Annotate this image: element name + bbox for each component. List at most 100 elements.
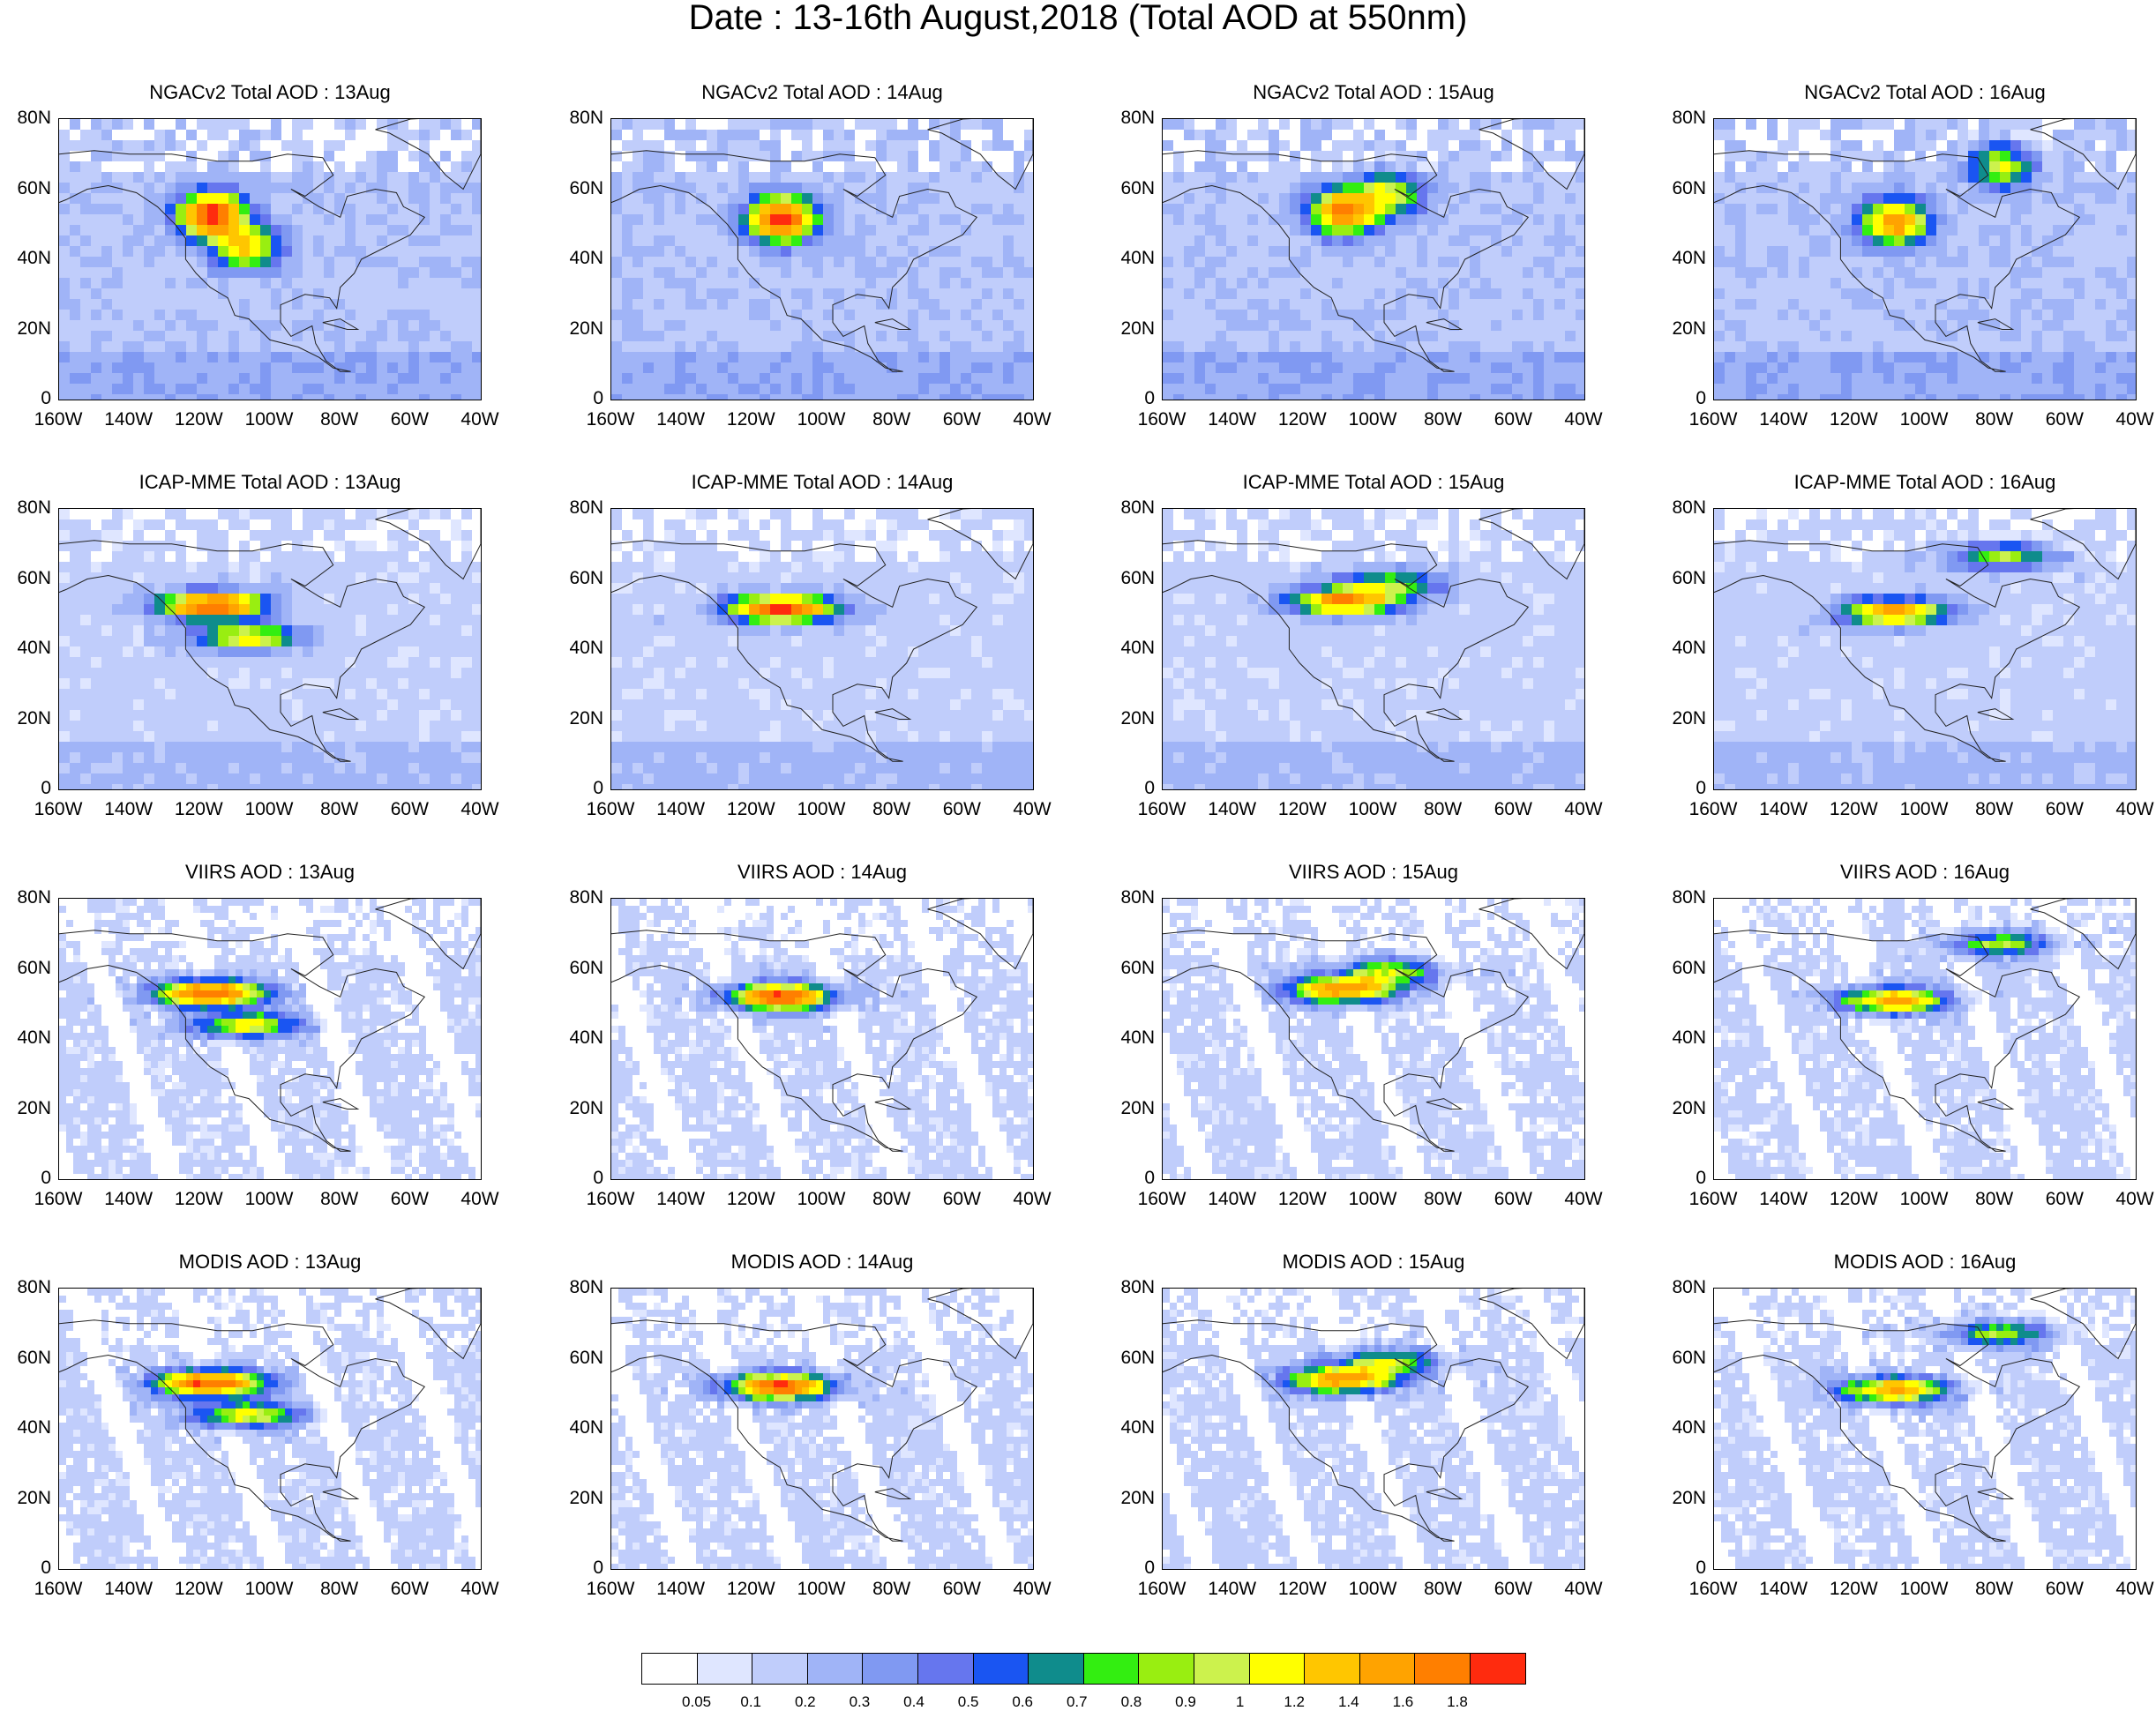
lon-tick-label: 60W bbox=[2029, 799, 2100, 820]
lon-tick-label: 140W bbox=[1748, 1579, 1819, 1600]
lat-tick-label: 40N bbox=[1657, 248, 1706, 269]
lat-tick-label: 60N bbox=[2, 178, 51, 199]
lon-tick-label: 140W bbox=[1197, 409, 1268, 430]
lon-tick-label: 160W bbox=[23, 799, 94, 820]
lon-tick-label: 160W bbox=[1127, 1189, 1197, 1210]
colorbar-swatch bbox=[641, 1653, 698, 1685]
panel-title: MODIS AOD : 16Aug bbox=[1713, 1251, 2137, 1274]
lat-tick-label: 0 bbox=[1105, 1558, 1155, 1579]
lon-tick-label: 100W bbox=[1889, 1579, 1959, 1600]
panel-title: VIIRS AOD : 16Aug bbox=[1713, 861, 2137, 884]
lon-tick-label: 40W bbox=[1548, 409, 1619, 430]
lat-tick-label: 80N bbox=[554, 887, 603, 908]
aod-field bbox=[59, 509, 481, 789]
lon-tick-label: 100W bbox=[234, 1579, 304, 1600]
lon-tick-label: 100W bbox=[1337, 409, 1408, 430]
lon-tick-label: 160W bbox=[1127, 1579, 1197, 1600]
lon-tick-label: 60W bbox=[926, 799, 997, 820]
colorbar-swatch bbox=[1414, 1653, 1471, 1685]
map-panel bbox=[58, 1288, 482, 1570]
lon-tick-label: 100W bbox=[1889, 799, 1959, 820]
coastline bbox=[874, 318, 912, 330]
lon-tick-label: 140W bbox=[94, 799, 164, 820]
lat-tick-label: 40N bbox=[2, 248, 51, 269]
lon-tick-label: 160W bbox=[1678, 799, 1748, 820]
lon-tick-label: 120W bbox=[715, 1189, 786, 1210]
lon-tick-label: 160W bbox=[575, 1189, 646, 1210]
coastline bbox=[611, 540, 978, 762]
lon-tick-label: 120W bbox=[1818, 1579, 1889, 1600]
colorbar-swatch bbox=[972, 1653, 1029, 1685]
lat-tick-label: 60N bbox=[1105, 178, 1155, 199]
lat-tick-label: 60N bbox=[554, 958, 603, 979]
coastline bbox=[1714, 1319, 2081, 1542]
lon-tick-label: 100W bbox=[234, 1189, 304, 1210]
lat-tick-label: 0 bbox=[1105, 778, 1155, 799]
lon-tick-label: 80W bbox=[857, 1189, 927, 1210]
map-panel bbox=[1162, 1288, 1585, 1570]
lat-tick-label: 20N bbox=[1657, 318, 1706, 340]
coastline bbox=[1977, 1488, 2015, 1499]
coastline bbox=[322, 708, 360, 720]
colorbar-label: 0.8 bbox=[1104, 1693, 1157, 1711]
lon-tick-label: 140W bbox=[1197, 1189, 1268, 1210]
lon-tick-label: 120W bbox=[163, 799, 234, 820]
lon-tick-label: 140W bbox=[1748, 1189, 1819, 1210]
colorbar-label: 1 bbox=[1214, 1693, 1267, 1711]
lon-tick-label: 80W bbox=[1408, 799, 1479, 820]
lon-tick-label: 100W bbox=[234, 799, 304, 820]
lat-tick-label: 80N bbox=[1657, 108, 1706, 129]
lat-tick-label: 80N bbox=[1657, 1277, 1706, 1298]
panel-title: NGACv2 Total AOD : 16Aug bbox=[1713, 81, 2137, 104]
coastline bbox=[1426, 1488, 1464, 1499]
lon-tick-label: 160W bbox=[575, 409, 646, 430]
lon-tick-label: 120W bbox=[1818, 409, 1889, 430]
colorbar-swatch bbox=[1469, 1653, 1526, 1685]
lat-tick-label: 40N bbox=[1657, 1027, 1706, 1049]
lon-tick-label: 60W bbox=[1478, 1579, 1548, 1600]
aod-field bbox=[59, 899, 481, 1179]
lon-tick-label: 140W bbox=[94, 1189, 164, 1210]
lon-tick-label: 60W bbox=[1478, 799, 1548, 820]
lat-tick-label: 60N bbox=[1657, 1348, 1706, 1369]
lat-tick-label: 60N bbox=[2, 1348, 51, 1369]
colorbar-label: 1.4 bbox=[1322, 1693, 1375, 1711]
coastline bbox=[1479, 1289, 1584, 1360]
colorbar-label: 0.4 bbox=[887, 1693, 940, 1711]
lat-tick-label: 40N bbox=[1657, 638, 1706, 659]
coastline bbox=[874, 1488, 912, 1499]
map-panel bbox=[1162, 508, 1585, 790]
lat-tick-label: 0 bbox=[554, 388, 603, 409]
colorbar-label: 1.2 bbox=[1268, 1693, 1321, 1711]
lat-tick-label: 0 bbox=[2, 1168, 51, 1189]
lon-tick-label: 100W bbox=[1889, 409, 1959, 430]
lon-tick-label: 40W bbox=[2100, 409, 2156, 430]
panel-title: VIIRS AOD : 14Aug bbox=[610, 861, 1034, 884]
coastline bbox=[1163, 930, 1530, 1152]
lon-tick-label: 160W bbox=[23, 1189, 94, 1210]
lon-tick-label: 140W bbox=[1197, 799, 1268, 820]
lat-tick-label: 40N bbox=[2, 1417, 51, 1438]
lon-tick-label: 60W bbox=[926, 1579, 997, 1600]
lon-tick-label: 160W bbox=[575, 799, 646, 820]
lat-tick-label: 20N bbox=[2, 1098, 51, 1119]
lon-tick-label: 40W bbox=[997, 799, 1067, 820]
map-panel bbox=[610, 118, 1034, 400]
lon-tick-label: 120W bbox=[1267, 409, 1337, 430]
colorbar-swatch bbox=[862, 1653, 918, 1685]
lat-tick-label: 80N bbox=[1657, 887, 1706, 908]
lat-tick-label: 80N bbox=[2, 108, 51, 129]
lat-tick-label: 0 bbox=[2, 388, 51, 409]
coastline bbox=[1426, 318, 1464, 330]
lon-tick-label: 100W bbox=[786, 799, 857, 820]
colorbar-swatch bbox=[1359, 1653, 1416, 1685]
lat-tick-label: 40N bbox=[554, 1027, 603, 1049]
coastline bbox=[1977, 318, 2015, 330]
lon-tick-label: 160W bbox=[1678, 409, 1748, 430]
colorbar-label: 0.3 bbox=[833, 1693, 886, 1711]
coastline bbox=[322, 1488, 360, 1499]
lat-tick-label: 0 bbox=[1105, 388, 1155, 409]
lon-tick-label: 120W bbox=[1267, 799, 1337, 820]
coastline bbox=[874, 1098, 912, 1110]
lat-tick-label: 80N bbox=[2, 887, 51, 908]
